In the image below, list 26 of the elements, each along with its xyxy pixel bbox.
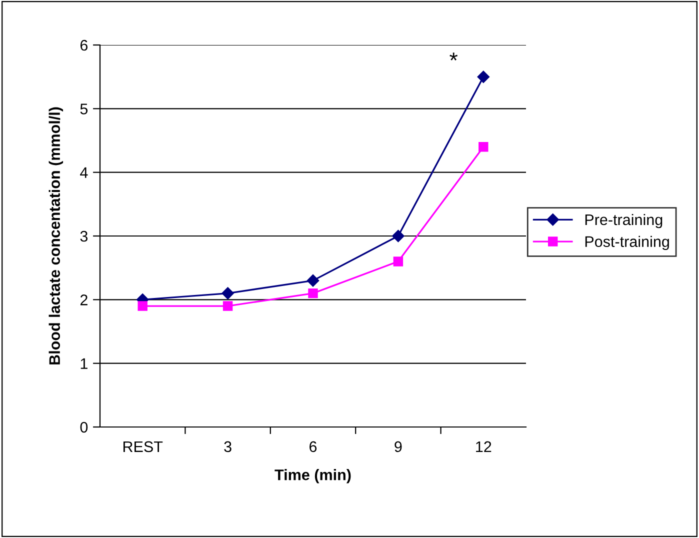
point (306, 274, 320, 287)
legend-label: Post-training (585, 236, 669, 250)
y-tick-label: 0 (80, 422, 88, 433)
point (477, 70, 490, 83)
x-tick-label: 6 (310, 441, 317, 452)
x-tick-label: 3 (224, 441, 232, 452)
y-tick-label: 5 (80, 104, 88, 114)
y-tick-label: 6 (80, 40, 88, 51)
point (478, 142, 488, 152)
annotation: * (450, 52, 458, 60)
point (393, 256, 404, 266)
point (222, 287, 234, 300)
y-tick-label: 2 (80, 294, 88, 306)
y-axis-title: Blood lactate concentation (mmol/l) (48, 107, 64, 364)
point (308, 288, 318, 298)
y-tick-label: 4 (80, 167, 88, 178)
legend-label: Pre-training (585, 214, 662, 228)
y-tick-label: 3 (80, 230, 88, 242)
point (222, 301, 233, 311)
x-axis-title: Time (min) (274, 469, 351, 484)
y-tick-label: 1 (80, 358, 88, 369)
x-tick-label: 12 (476, 441, 492, 452)
x-tick-label: REST (123, 441, 163, 452)
point (138, 301, 148, 311)
x-tick-label: 9 (394, 441, 402, 452)
point (392, 230, 404, 242)
